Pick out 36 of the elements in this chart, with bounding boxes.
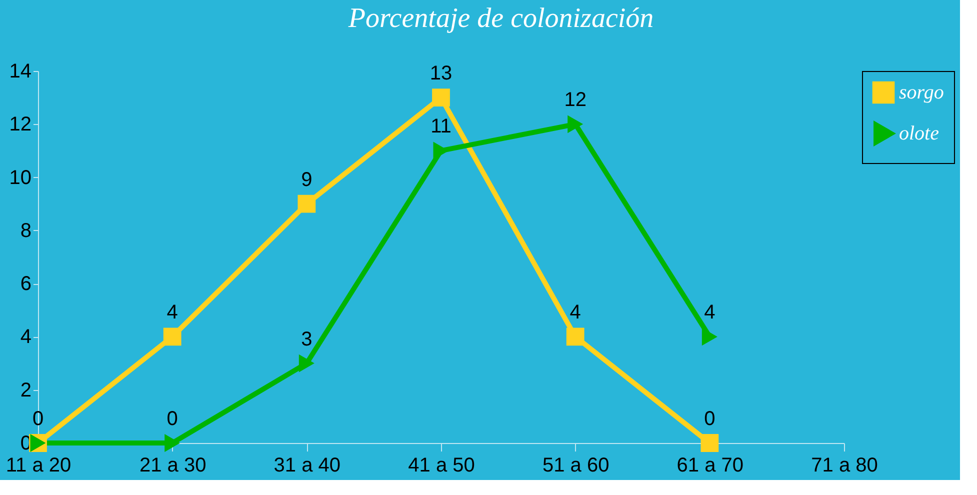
data-label: 0: [166, 408, 178, 430]
y-tick-label: 2: [20, 379, 32, 402]
legend-label: olote: [899, 122, 940, 144]
y-tick-label: 4: [20, 326, 32, 348]
x-tick-label: 21 a 30: [139, 454, 206, 476]
y-tick-label: 8: [20, 220, 32, 242]
point: [702, 328, 718, 346]
x-tick-label: 41 a 50: [408, 454, 475, 476]
data-label: 12: [564, 89, 586, 112]
data-label: 13: [430, 62, 452, 85]
y-tick-label: 10: [9, 166, 32, 189]
point: [566, 328, 584, 346]
chart-title: Porcentaje de colonización: [347, 3, 654, 34]
y-tick-label: 12: [9, 114, 32, 136]
data-label: 0: [704, 408, 716, 430]
data-label: 4: [704, 302, 716, 324]
x-tick-label: 61 a 70: [676, 454, 744, 476]
point: [298, 354, 314, 372]
y-tick-label: 6: [20, 273, 32, 296]
point: [298, 194, 316, 213]
data-label: 3: [301, 328, 312, 350]
data-label: 11: [430, 116, 452, 138]
data-label: 4: [166, 302, 178, 324]
x-tick-label: 11 a 20: [6, 454, 72, 476]
point: [700, 434, 719, 452]
data-label: 4: [570, 302, 581, 324]
y-tick-label: 14: [9, 60, 32, 82]
x-tick-label: 31 a 40: [274, 454, 341, 476]
point: [163, 328, 182, 346]
x-tick-label: 71 a 80: [811, 454, 878, 476]
legend-label: sorgo: [899, 82, 944, 104]
point: [432, 88, 450, 107]
x-tick-label: 51 a 60: [542, 454, 610, 476]
point: [164, 434, 180, 452]
data-label: 9: [301, 168, 312, 191]
point: [568, 115, 584, 134]
